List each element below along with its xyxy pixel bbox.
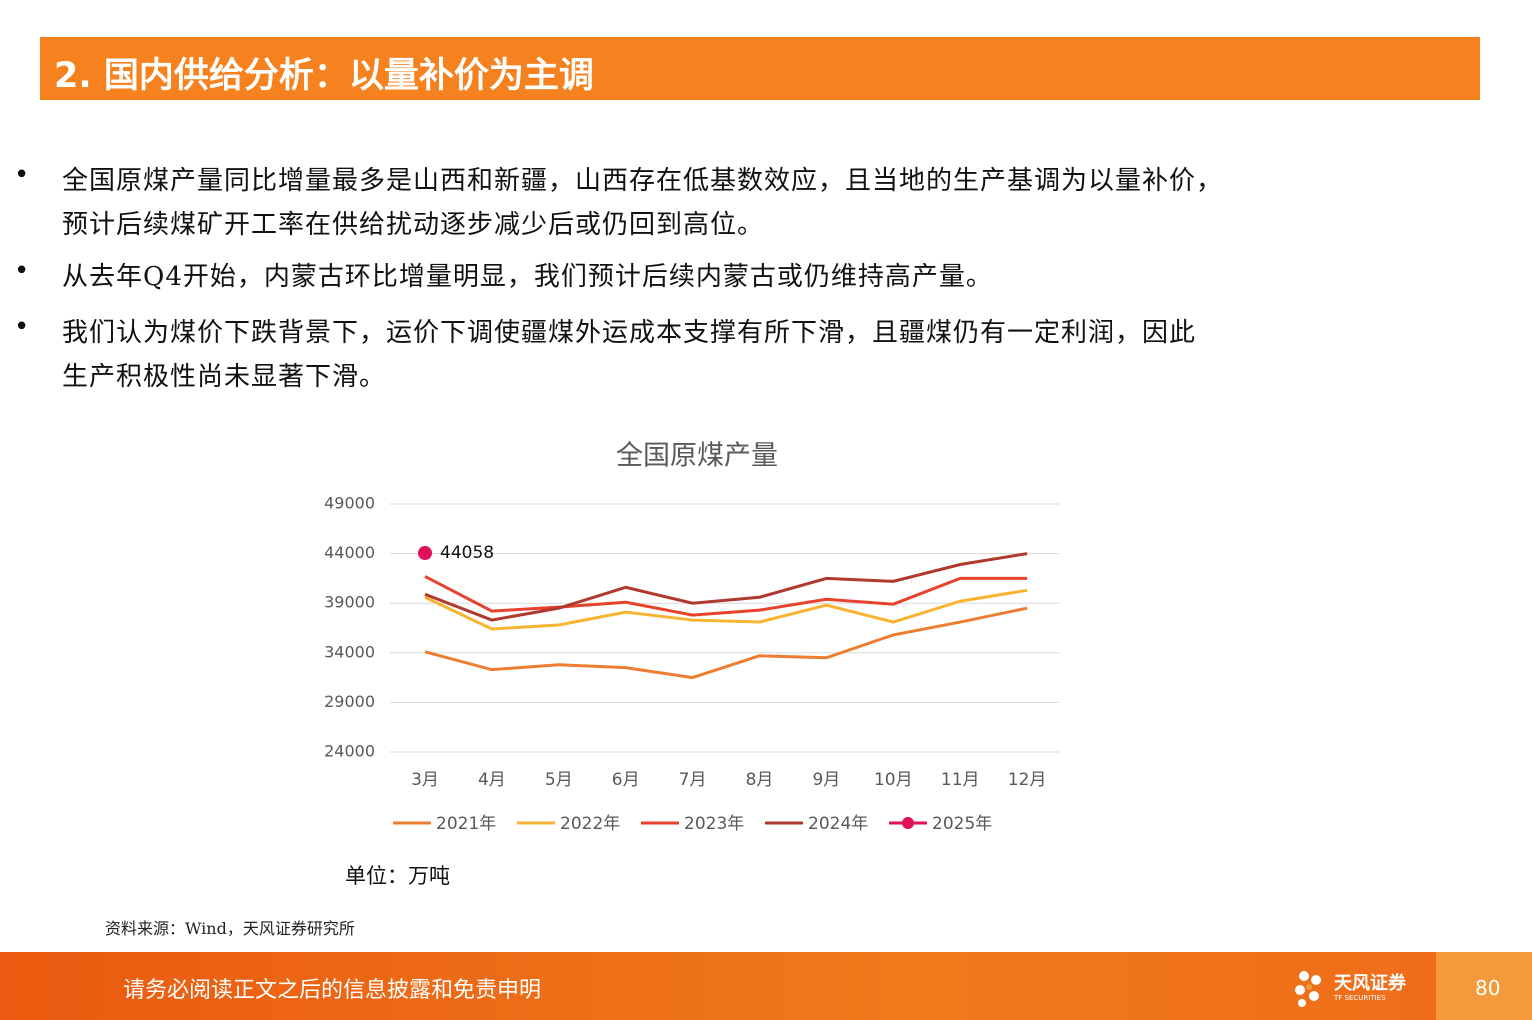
bullet-line: 我们认为煤价下跌背景下，运价下调使疆煤外运成本支撑有所下滑，且疆煤仍有一定利润，… bbox=[62, 318, 1197, 348]
legend-label: 2024年 bbox=[808, 814, 868, 834]
source: 资料来源：Wind，天风证券研究所 bbox=[105, 919, 355, 938]
y-tick-label: 24000 bbox=[324, 742, 375, 761]
header-bar: 2. 国内供给分析：以量补价为主调 bbox=[40, 37, 1480, 100]
x-tick-label: 3月 bbox=[411, 770, 439, 790]
page-box bbox=[1436, 952, 1532, 1020]
legend-label: 2022年 bbox=[560, 814, 620, 834]
x-tick-label: 5月 bbox=[545, 770, 573, 790]
unit: 单位：万吨 bbox=[345, 864, 450, 888]
legend-marker bbox=[902, 817, 914, 829]
bullet-dot: • bbox=[14, 256, 30, 286]
y-tick-label: 34000 bbox=[324, 642, 375, 661]
brand: 天风证券 bbox=[1334, 973, 1406, 994]
chart: 全国原煤产量 24000 29000 34000 39000 44000 49000 3月 4月… bbox=[324, 441, 1060, 834]
y-tick-label: 39000 bbox=[324, 593, 375, 612]
x-tick-label: 6月 bbox=[612, 770, 640, 790]
series-line bbox=[424, 575, 1028, 617]
y-tick-label: 49000 bbox=[324, 494, 375, 513]
legend-label: 2023年 bbox=[684, 814, 744, 834]
x-tick-label: 7月 bbox=[679, 770, 707, 790]
x-tick-label: 9月 bbox=[812, 770, 840, 790]
header-title: 2. 国内供给分析：以量补价为主调 bbox=[54, 56, 594, 96]
bullet-line: 预计后续煤矿开工率在供给扰动逐步减少后或仍回到高位。 bbox=[62, 210, 765, 240]
disclaimer: 请务必阅读正文之后的信息披露和免责申明 bbox=[123, 978, 542, 1003]
bullet-dot: • bbox=[14, 312, 30, 342]
bullet-dot: • bbox=[14, 160, 30, 190]
y-tick-label: 44000 bbox=[324, 543, 375, 562]
bullet-line: 生产积极性尚未显著下滑。 bbox=[62, 362, 387, 392]
data-label: 44058 bbox=[440, 543, 494, 563]
logo-icon bbox=[1295, 971, 1321, 1007]
bullet-line: 全国原煤产量同比增量最多是山西和新疆，山西存在低基数效应，且当地的生产基调为以量… bbox=[62, 166, 1224, 196]
legend-label: 2021年 bbox=[436, 814, 496, 834]
x-tick-label: 4月 bbox=[478, 770, 506, 790]
legend-label: 2025年 bbox=[932, 814, 992, 834]
brand-en: TF SECURITIES bbox=[1334, 994, 1386, 1002]
series-line bbox=[424, 552, 1028, 622]
point bbox=[418, 546, 432, 561]
chart-title: 全国原煤产量 bbox=[616, 441, 778, 472]
footer: 请务必阅读正文之后的信息披露和免责申明 天风证券 TF SECURITIES 8… bbox=[0, 952, 1532, 1020]
y-tick-label: 29000 bbox=[324, 692, 375, 711]
page-number: 80 bbox=[1475, 976, 1501, 1000]
x-tick-label: 11月 bbox=[941, 770, 980, 790]
x-tick-label: 10月 bbox=[874, 770, 913, 790]
x-tick-label: 8月 bbox=[746, 770, 774, 790]
x-tick-label: 12月 bbox=[1008, 770, 1047, 790]
bullet-line: 从去年Q4开始，内蒙古环比增量明显，我们预计后续内蒙古或仍维持高产量。 bbox=[62, 262, 993, 292]
series-line bbox=[424, 606, 1028, 680]
series-line bbox=[424, 588, 1028, 631]
